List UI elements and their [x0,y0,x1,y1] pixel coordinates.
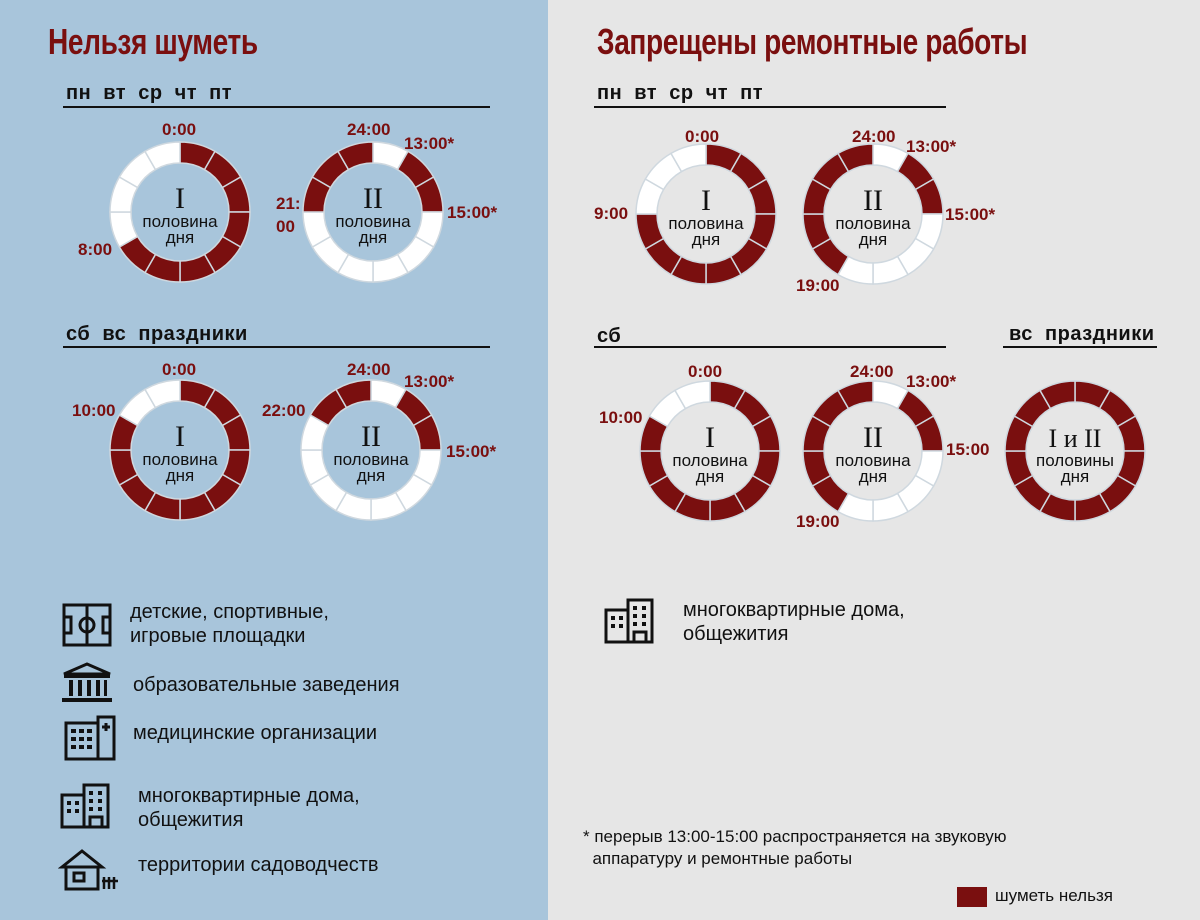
dial-time-label: 24:00 [347,120,391,139]
left-weekend-label: сб вс праздники [66,323,248,345]
hospital-icon [64,715,116,761]
house-icon [58,849,118,891]
legend-text-playgrounds: детские, спортивные, игровые площадки [130,601,329,647]
dial-time-label: 10:00 [72,401,116,420]
legend-item-gardens: территории садоводчеств [138,853,379,877]
dial-time-label: 8:00 [78,240,113,259]
right-apartment-building-icon [604,598,654,644]
dial-time-label: 22:00 [262,401,306,420]
legend-swatch-label: шуметь нельзя [995,886,1113,905]
dial-time-label: 13:00* [404,372,455,391]
dial-time-label: 15:00* [446,442,497,461]
dial-time-label: 15:00* [447,203,498,222]
legend-item-medical: медицинские организации [133,721,377,745]
right-weekdays-label: пн вт ср чт пт [597,82,764,104]
dial-time-label: 0:00 [162,360,197,379]
right-sunday-label: вс праздники [1009,323,1155,345]
left-title: Нельзя шуметь [48,21,258,62]
legend-item-playgrounds: детские, спортивные, игровые площадки [130,600,329,648]
legend-item-schools: образовательные заведения [133,673,400,697]
legend-text-schools: образовательные заведения [133,674,400,696]
legend-text-apartments: многоквартирные дома, общежития [138,785,360,831]
dial-time-label: 19:00 [796,276,840,295]
dial-time-label: 13:00* [906,372,957,391]
left-weekend-rule [63,346,490,348]
legend-text-medical: медицинские организации [133,722,378,744]
right-sunday-rule [1003,346,1157,348]
legend-text-gardens: территории садоводчеств [138,854,379,876]
footnote: * перерыв 13:00-15:00 распространяется н… [583,827,1007,868]
right-saturday-rule [594,346,946,348]
playground-icon [62,603,112,647]
right-saturday-label: сб [597,325,622,347]
dial-time-label: 24:00 [850,362,894,381]
right-weekdays-rule [594,106,946,108]
dial-time-label: 13:00* [404,134,455,153]
dial-time-label: 24:00 [852,127,896,146]
right-legend-item-apartments: многоквартирные дома, общежития [683,598,905,646]
dial-time-label: 21: [276,194,301,213]
dial-time-label: 15:00 [946,440,990,459]
dial-time-label: 19:00 [796,512,840,531]
legend-item-apartments: многоквартирные дома, общежития [138,784,360,832]
dial-time-label: 00 [276,217,295,236]
dial-time-label: 15:00* [945,205,996,224]
dial-time-label: 24:00 [347,360,391,379]
dial-time-label: 0:00 [688,362,723,381]
left-panel [0,0,548,920]
dial-time-label: 0:00 [685,127,720,146]
apartment-building-icon [60,783,110,829]
left-weekdays-rule [63,106,490,108]
school-building-icon [62,662,112,702]
right-title: Запрещены ремонтные работы [597,21,1028,62]
dial-time-label: 10:00 [599,408,643,427]
right-legend-text-apartments: многоквартирные дома, общежития [683,599,905,645]
dial-time-label: 9:00 [594,204,629,223]
legend-swatch [957,887,987,907]
left-weekdays-label: пн вт ср чт пт [66,82,233,104]
dial-time-label: 0:00 [162,120,197,139]
dial-time-label: 13:00* [906,137,957,156]
